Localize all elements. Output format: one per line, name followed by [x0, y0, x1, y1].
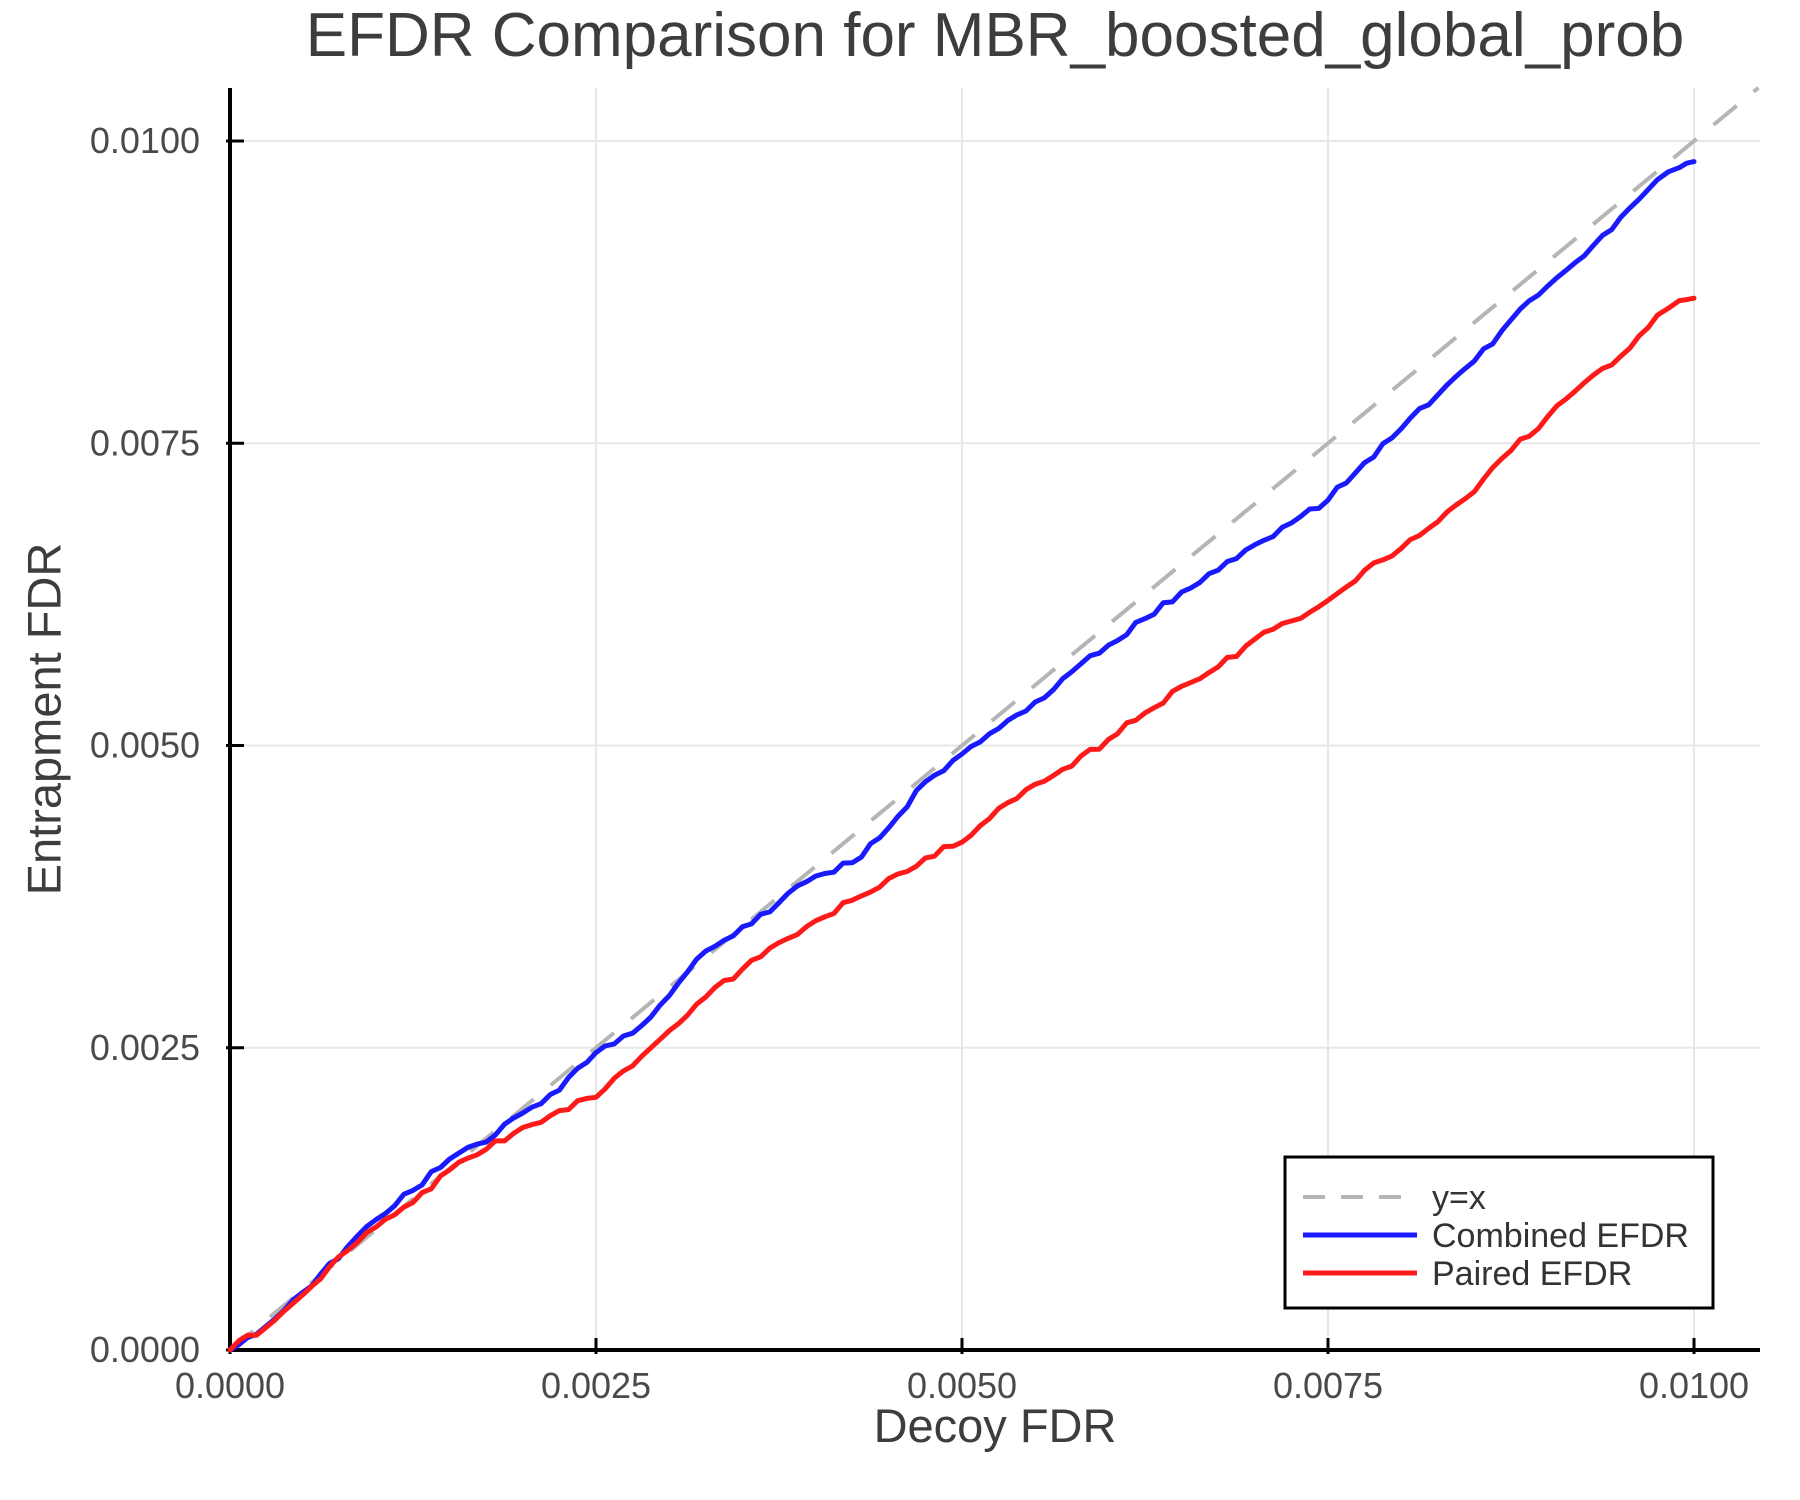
x-tick-label: 0.0100: [1639, 1365, 1749, 1406]
y-tick-label: 0.0050: [90, 725, 200, 766]
paired-efdr-line: [227, 295, 1697, 1353]
x-tick-label: 0.0000: [175, 1365, 285, 1406]
x-axis-label: Decoy FDR: [873, 1399, 1117, 1452]
x-tick-label: 0.0075: [1273, 1365, 1383, 1406]
y-tick-label: 0.0075: [90, 422, 200, 463]
y-tick-label: 0.0100: [90, 120, 200, 161]
legend-label: y=x: [1432, 1179, 1486, 1217]
identity-line: [228, 86, 1760, 1352]
combined-efdr-line: [227, 159, 1697, 1353]
x-tick-label: 0.0025: [541, 1365, 651, 1406]
y-tick-label: 0.0000: [90, 1329, 200, 1370]
legend-label: Paired EFDR: [1432, 1255, 1632, 1293]
x-tick-label: 0.0050: [907, 1365, 1017, 1406]
y-tick-label: 0.0025: [90, 1027, 200, 1068]
chart-title: EFDR Comparison for MBR_boosted_global_p…: [305, 1, 1685, 70]
legend-label: Combined EFDR: [1432, 1217, 1689, 1255]
